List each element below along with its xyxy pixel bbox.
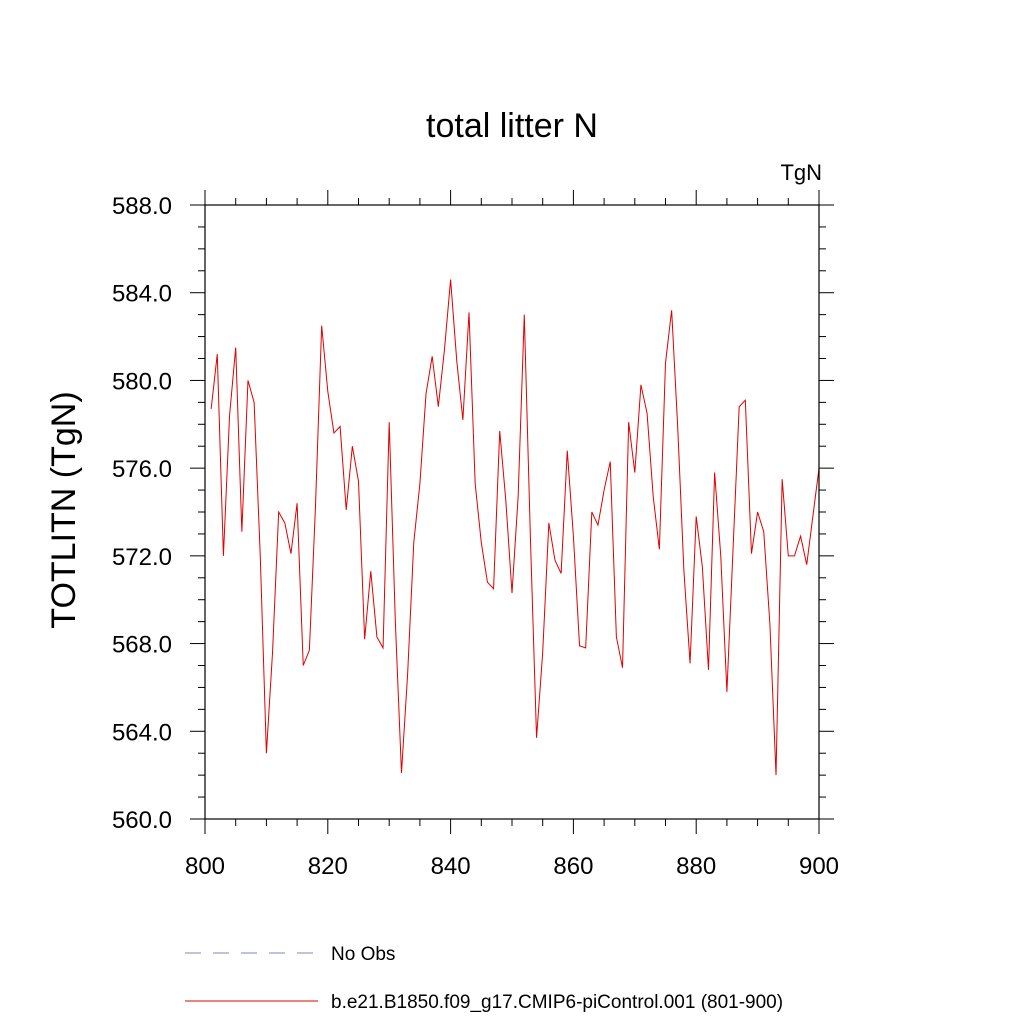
chart-title: total litter N — [426, 107, 598, 145]
y-tick-label: 588.0 — [112, 193, 172, 220]
x-tick-label: 880 — [676, 853, 716, 880]
y-tick-label: 572.0 — [112, 544, 172, 571]
series-line — [210, 279, 820, 776]
series-layer — [210, 279, 820, 776]
y-axis-label: TOTLITN (TgN) — [45, 391, 83, 628]
y-tick-label: 560.0 — [112, 807, 172, 834]
x-tick-label: 800 — [185, 853, 225, 880]
x-tick-label: 820 — [308, 853, 348, 880]
y-tick-label: 584.0 — [112, 281, 172, 308]
y-tick-label: 564.0 — [112, 719, 172, 746]
y-tick-label: 568.0 — [112, 632, 172, 659]
units-label: TgN — [780, 160, 822, 185]
legend-label-model: b.e21.B1850.f09_g17.CMIP6-piControl.001 … — [331, 992, 783, 1013]
x-tick-label: 840 — [431, 853, 471, 880]
legend-label-no-obs: No Obs — [331, 944, 395, 965]
axis-ticks — [190, 190, 834, 834]
x-tick-label: 900 — [799, 853, 839, 880]
x-tick-label: 860 — [553, 853, 593, 880]
y-tick-label: 580.0 — [112, 368, 172, 395]
axis-tick-labels: 800 820 840 860 880 900 560.0 564.0 568.0 572.0 57… — [112, 193, 839, 880]
plot-frame — [204, 204, 820, 820]
y-tick-label: 576.0 — [112, 456, 172, 483]
legend: No Obs b.e21.B1850.f09_g17.CMIP6-piContr… — [185, 944, 783, 1013]
